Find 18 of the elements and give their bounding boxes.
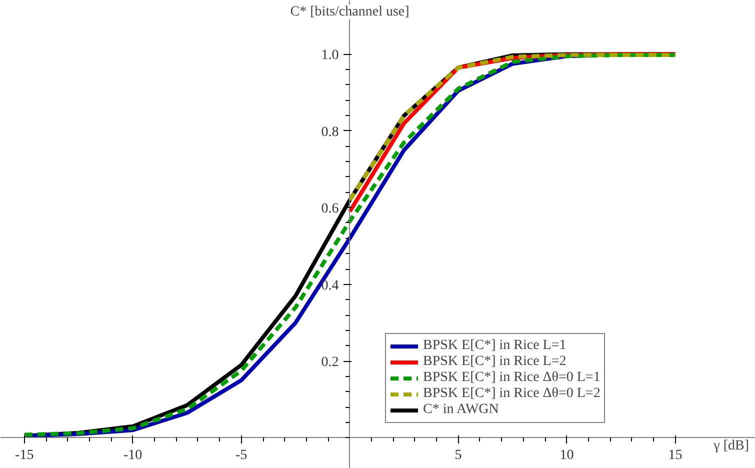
x-tick-label: 10 — [560, 448, 574, 463]
y-tick-label: 1.0 — [321, 48, 339, 64]
legend-label: C* in AWGN — [423, 402, 499, 418]
x-tick-label: -5 — [235, 448, 248, 463]
y-tick-label: 0.2 — [321, 355, 339, 370]
y-axis-title: C* [bits/channel use] — [290, 4, 410, 20]
legend-label: BPSK E[C*] in Rice Δθ=0 L=2 — [423, 386, 600, 402]
legend-label: BPSK E[C*] in Rice Δθ=0 L=1 — [423, 370, 600, 386]
y-tick-label: 0.4 — [321, 278, 339, 294]
y-tick-label: 0.6 — [321, 202, 339, 217]
legend-label: BPSK E[C*] in Rice L=2 — [423, 354, 566, 370]
x-tick-label: 5 — [454, 448, 462, 463]
x-tick-label: 15 — [668, 448, 682, 463]
x-tick-label: -15 — [15, 448, 34, 463]
legend-label: BPSK E[C*] in Rice L=1 — [423, 338, 566, 354]
y-tick-label: 0.8 — [321, 124, 339, 140]
x-tick-label: -10 — [124, 448, 142, 463]
x-axis-title: γ [dB] — [712, 438, 749, 454]
